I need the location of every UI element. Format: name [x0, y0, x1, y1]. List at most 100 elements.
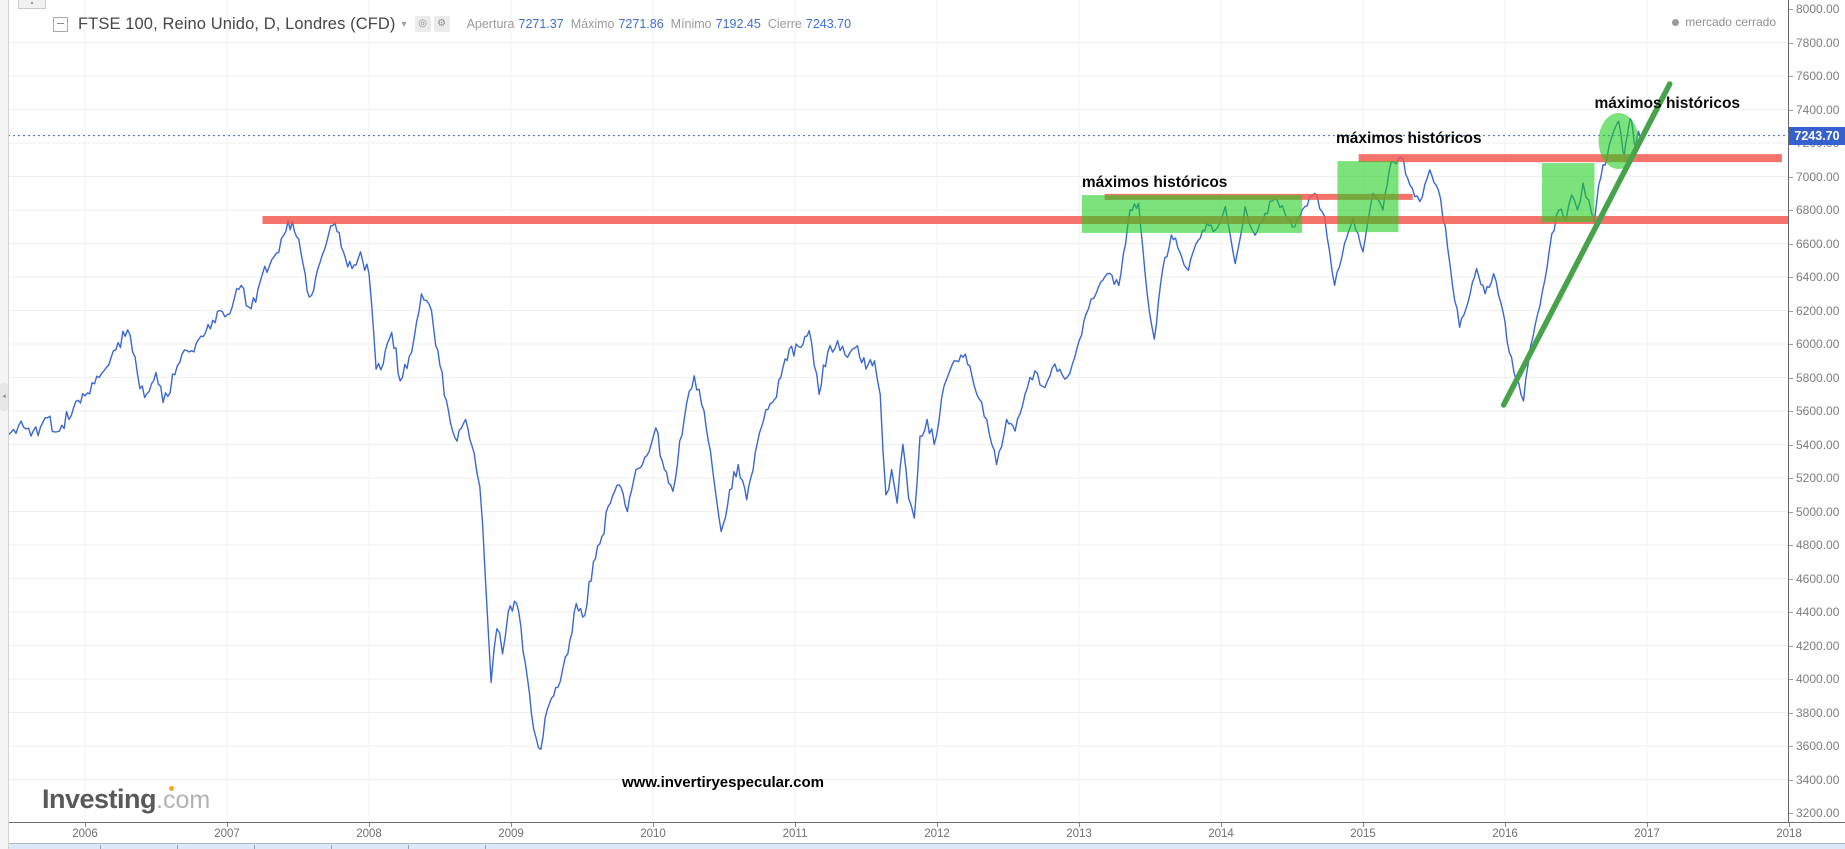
- y-axis-label: 6200.00: [1796, 303, 1840, 318]
- y-axis-tick: [1789, 444, 1793, 446]
- x-axis-label: 2010: [640, 828, 666, 840]
- x-axis-tick: [227, 823, 228, 827]
- symbol-dropdown-caret-icon[interactable]: ▾: [401, 18, 407, 30]
- scrollbar-tick: [254, 845, 255, 849]
- highlight-box[interactable]: [1541, 163, 1595, 223]
- y-axis-tick: [1789, 42, 1793, 44]
- y-axis-tick: [1789, 243, 1793, 245]
- x-axis-label: 2006: [72, 828, 98, 840]
- x-axis-label: 2017: [1634, 828, 1660, 840]
- y-axis-label: 8000.00: [1796, 2, 1840, 16]
- y-axis-label: 6600.00: [1796, 236, 1840, 251]
- y-axis-label: 7000.00: [1796, 169, 1840, 184]
- scrollbar-tick: [408, 845, 409, 849]
- left-toolbar-strip[interactable]: ◂: [0, 0, 9, 849]
- y-axis-label: 3400.00: [1796, 772, 1840, 787]
- ohlc-label: Mínimo: [670, 17, 712, 31]
- x-axis-tick: [1505, 823, 1506, 827]
- ohlc-label: Cierre: [767, 17, 802, 31]
- y-axis-tick: [1789, 511, 1793, 513]
- y-axis-label: 6000.00: [1796, 337, 1840, 351]
- y-axis-label: 6400.00: [1796, 270, 1840, 284]
- y-axis-tick: [1789, 645, 1793, 647]
- scrollbar-tick: [100, 845, 101, 849]
- y-axis-label: 7800.00: [1796, 35, 1840, 50]
- y-axis-tick: [1789, 679, 1793, 680]
- y-axis-tick: [1789, 779, 1793, 781]
- annotation-label[interactable]: máximos históricos: [1336, 130, 1482, 148]
- camera-icon[interactable]: ◎: [414, 16, 431, 32]
- gear-icon[interactable]: ⚙: [433, 16, 450, 32]
- annotation-label[interactable]: máximos históricos: [1081, 173, 1228, 191]
- highlight-box[interactable]: [1337, 161, 1399, 233]
- y-axis-label: 4800.00: [1796, 538, 1840, 552]
- ohlc-item: Apertura 7271.37: [467, 17, 564, 31]
- x-axis-tick: [511, 823, 512, 827]
- x-axis-label: 2007: [214, 828, 240, 840]
- x-axis-label: 2008: [356, 828, 382, 840]
- y-axis-label: 3200.00: [1796, 806, 1840, 820]
- x-axis-tick: [653, 823, 654, 827]
- investing-logo: Investing.com: [42, 784, 210, 815]
- ohlc-value: 7243.70: [805, 17, 852, 31]
- scrollbar-tick: [331, 845, 332, 849]
- y-axis-tick: [1789, 344, 1793, 345]
- x-axis-label: 2015: [1350, 828, 1376, 840]
- y-axis-tick: [1789, 746, 1793, 747]
- y-axis-tick: [1789, 277, 1793, 278]
- y-axis-tick: [1789, 712, 1793, 714]
- y-axis-label: 4000.00: [1796, 672, 1840, 686]
- top-toolbar-collapse-icon[interactable]: ▴: [18, 0, 46, 9]
- y-axis-label: 3600.00: [1796, 739, 1840, 753]
- watermark: www.invertiryespecular.com: [621, 774, 825, 791]
- market-status: mercado cerrado: [1672, 15, 1776, 29]
- x-axis-label: 2013: [1066, 828, 1092, 840]
- x-axis-label: 2018: [1776, 828, 1802, 840]
- market-status-dot-icon: [1672, 18, 1680, 26]
- y-axis-label: 5200.00: [1796, 471, 1840, 485]
- market-status-label: mercado cerrado: [1685, 15, 1776, 29]
- collapse-pane-icon[interactable]: [53, 16, 68, 32]
- x-axis-label: 2012: [924, 828, 950, 840]
- y-axis-label: 4200.00: [1796, 638, 1840, 653]
- chart-header: FTSE 100, Reino Unido, D, Londres (CFD) …: [14, 10, 858, 38]
- x-axis-tick: [1363, 823, 1364, 827]
- y-axis-tick: [1789, 210, 1793, 211]
- x-axis-label: 2009: [498, 828, 524, 840]
- y-axis-label: 5000.00: [1796, 504, 1840, 519]
- ohlc-value: 7271.37: [518, 17, 564, 31]
- x-axis-tick: [937, 823, 938, 827]
- ohlc-item: Cierre 7243.70: [768, 17, 851, 31]
- ohlc-readout: Apertura 7271.37 Máximo 7271.86 Mínimo 7192.4…: [467, 17, 859, 31]
- last-price-tag: 7243.70: [1789, 127, 1845, 145]
- symbol-title[interactable]: FTSE 100, Reino Unido, D, Londres (CFD): [78, 14, 396, 33]
- y-axis-tick: [1789, 310, 1793, 312]
- price-axis[interactable]: 8000.007800.007600.007400.007200.007000.…: [1788, 0, 1845, 822]
- x-axis-label: 2014: [1208, 828, 1234, 840]
- y-axis-tick: [1789, 377, 1793, 379]
- y-axis-tick: [1789, 612, 1793, 613]
- highlight-ellipse[interactable]: [1598, 113, 1639, 169]
- x-axis-tick: [369, 823, 370, 827]
- y-axis-label: 5400.00: [1796, 437, 1840, 452]
- left-toolbar-collapse-icon[interactable]: ◂: [0, 383, 8, 411]
- x-axis-label: 2011: [782, 828, 808, 840]
- logo-main-text: Investing: [42, 784, 157, 814]
- y-axis-tick: [1789, 545, 1793, 546]
- y-axis-tick: [1789, 813, 1793, 814]
- trend-line[interactable]: [1500, 81, 1673, 408]
- scrollbar-tick: [177, 845, 178, 849]
- y-axis-label: 7600.00: [1796, 69, 1840, 83]
- y-axis-label: 4400.00: [1796, 605, 1840, 619]
- y-axis-tick: [1789, 411, 1793, 412]
- time-scrollbar[interactable]: [0, 843, 1845, 849]
- y-axis-tick: [1789, 9, 1793, 10]
- highlight-box[interactable]: [1081, 195, 1302, 233]
- annotation-label[interactable]: máximos históricos: [1594, 95, 1741, 113]
- y-axis-label: 5800.00: [1796, 370, 1840, 385]
- x-axis-tick: [1221, 823, 1222, 827]
- x-axis-tick: [1647, 823, 1648, 827]
- ohlc-item: Mínimo 7192.45: [671, 17, 761, 31]
- y-axis-label: 4600.00: [1796, 571, 1840, 586]
